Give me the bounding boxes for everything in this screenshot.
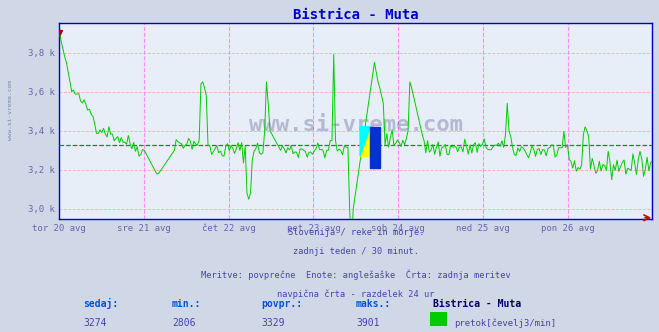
Polygon shape [370, 127, 380, 168]
Text: 3329: 3329 [261, 318, 285, 328]
Text: 3274: 3274 [83, 318, 107, 328]
Title: Bistrica - Muta: Bistrica - Muta [293, 8, 418, 22]
Text: www.si-vreme.com: www.si-vreme.com [249, 115, 463, 135]
Text: Meritve: povprečne  Enote: anglešaške  Črta: zadnja meritev: Meritve: povprečne Enote: anglešaške Črt… [201, 269, 511, 280]
Text: sedaj:: sedaj: [83, 298, 118, 309]
Text: navpična črta - razdelek 24 ur: navpična črta - razdelek 24 ur [277, 289, 434, 298]
FancyBboxPatch shape [430, 312, 447, 326]
Text: 2806: 2806 [172, 318, 196, 328]
Text: 3901: 3901 [356, 318, 380, 328]
Polygon shape [360, 127, 370, 156]
Text: maks.:: maks.: [356, 299, 391, 309]
Polygon shape [360, 127, 370, 156]
Text: pretok[čevelj3/min]: pretok[čevelj3/min] [454, 318, 556, 328]
Text: Bistrica - Muta: Bistrica - Muta [433, 299, 521, 309]
Text: Slovenija / reke in morje.: Slovenija / reke in morje. [287, 227, 424, 236]
Text: povpr.:: povpr.: [261, 299, 302, 309]
Text: www.si-vreme.com: www.si-vreme.com [8, 80, 13, 139]
Text: min.:: min.: [172, 299, 202, 309]
Text: zadnji teden / 30 minut.: zadnji teden / 30 minut. [293, 247, 419, 256]
